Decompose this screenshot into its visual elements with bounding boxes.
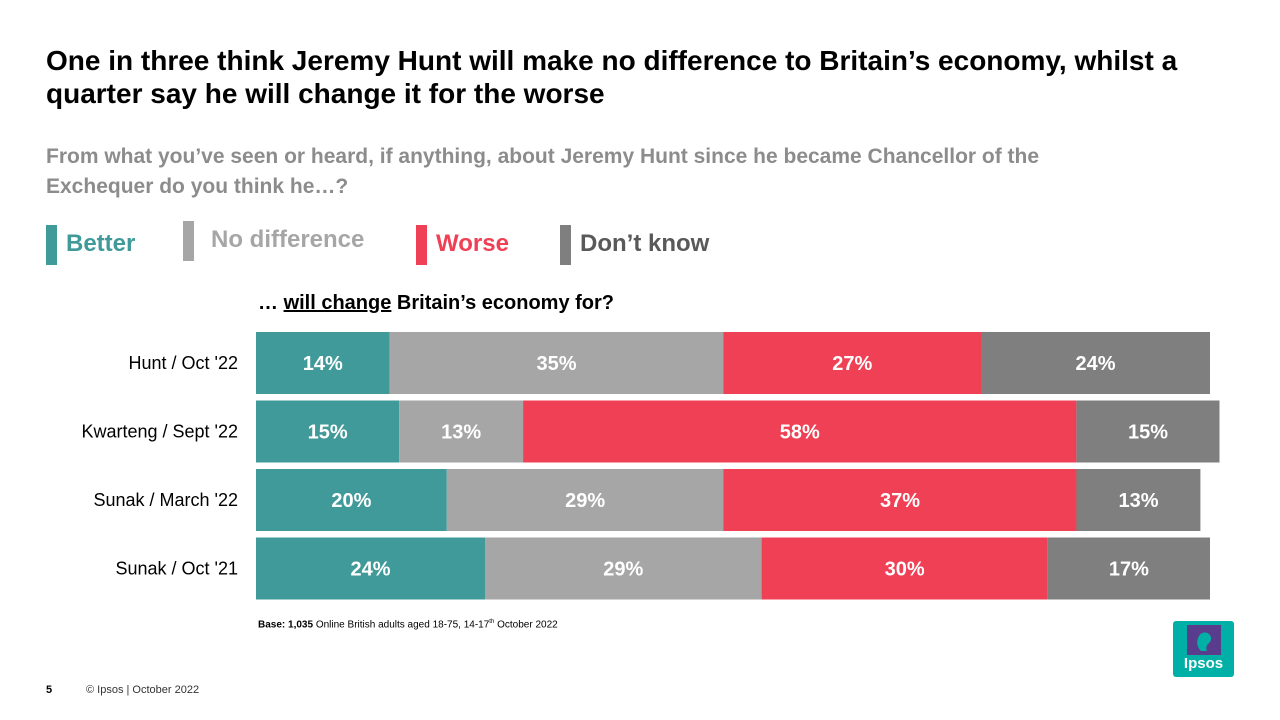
bar-no-difference-sunak-oct-21 <box>485 537 762 600</box>
page-number: 5 <box>46 684 53 696</box>
bar-don-t-know-sunak-march-22 <box>1076 469 1201 531</box>
category-label-sunak-oct-21: Sunak / Oct '21 <box>115 559 238 579</box>
base-note: Base: 1,035 Online British adults aged 1… <box>258 619 558 630</box>
data-label-worse-sunak-oct-21: 30% <box>885 559 925 581</box>
bar-don-t-know-hunt-oct-22 <box>981 332 1210 394</box>
ipsos-logo: Ipsos <box>1173 621 1234 677</box>
base-superscript: th <box>489 619 495 625</box>
legend-label-no-difference: No difference <box>211 226 365 253</box>
ipsos-logo-icon <box>1187 625 1221 655</box>
slide-title: One in three think Jeremy Hunt will make… <box>46 45 1178 109</box>
category-label-kwarteng-sept-22: Kwarteng / Sept '22 <box>81 422 238 442</box>
bar-better-sunak-march-22 <box>256 469 447 531</box>
data-label-no-difference-sunak-march-22: 29% <box>565 490 605 512</box>
legend-swatch-worse <box>416 225 427 265</box>
legend-swatch-no-difference <box>183 221 194 261</box>
bar-don-t-know-kwarteng-sept-22 <box>1076 400 1220 463</box>
legend-label-worse: Worse <box>436 230 509 257</box>
data-label-better-hunt-oct-22: 14% <box>303 353 343 375</box>
question-suffix: Britain’s economy for? <box>391 292 615 314</box>
bar-no-difference-hunt-oct-22 <box>389 332 724 394</box>
question-prefix: … <box>258 292 284 314</box>
data-label-better-kwarteng-sept-22: 15% <box>308 422 348 444</box>
legend-label-better: Better <box>66 230 136 257</box>
base-text-before: Online British adults aged 18-75, 14-17 <box>313 619 490 631</box>
bar-worse-hunt-oct-22 <box>723 332 982 394</box>
bar-don-t-know-sunak-oct-21 <box>1047 537 1210 600</box>
survey-question-subtitle: From what you’ve seen or heard, if anyth… <box>46 145 1040 198</box>
data-label-better-sunak-march-22: 20% <box>331 490 371 512</box>
data-label-don-t-know-hunt-oct-22: 24% <box>1075 353 1115 375</box>
data-label-don-t-know-sunak-oct-21: 17% <box>1109 559 1149 581</box>
data-label-worse-kwarteng-sept-22: 58% <box>780 422 820 444</box>
data-label-no-difference-hunt-oct-22: 35% <box>536 353 576 375</box>
base-label: Base: <box>258 619 286 631</box>
ipsos-logo-text: Ipsos <box>1183 655 1224 672</box>
data-label-don-t-know-kwarteng-sept-22: 15% <box>1128 422 1168 444</box>
chart-question-heading: … will change Britain’s economy for? <box>258 292 614 315</box>
bar-worse-kwarteng-sept-22 <box>523 400 1077 463</box>
data-label-worse-hunt-oct-22: 27% <box>832 353 872 375</box>
bar-worse-sunak-oct-21 <box>761 537 1048 600</box>
category-label-hunt-oct-22: Hunt / Oct '22 <box>129 353 239 373</box>
question-underlined: will change <box>283 292 392 314</box>
bar-no-difference-kwarteng-sept-22 <box>399 400 524 463</box>
data-label-no-difference-sunak-oct-21: 29% <box>603 559 643 581</box>
bar-better-sunak-oct-21 <box>256 537 485 600</box>
data-label-don-t-know-sunak-march-22: 13% <box>1118 490 1158 512</box>
bar-better-hunt-oct-22 <box>256 332 390 394</box>
base-text-after: October 2022 <box>494 619 558 631</box>
base-count: 1,035 <box>288 619 314 631</box>
data-label-worse-sunak-march-22: 37% <box>880 490 920 512</box>
bar-no-difference-sunak-march-22 <box>446 469 724 531</box>
legend-swatch-better <box>46 225 57 265</box>
bar-better-kwarteng-sept-22 <box>256 400 400 463</box>
footer-copyright: © Ipsos | October 2022 <box>86 684 200 696</box>
data-label-no-difference-kwarteng-sept-22: 13% <box>441 422 481 444</box>
legend-label-dont-know: Don’t know <box>580 230 710 257</box>
bar-worse-sunak-march-22 <box>723 469 1077 531</box>
category-label-sunak-march-22: Sunak / March '22 <box>93 490 238 510</box>
legend-swatch-dont-know <box>560 225 571 265</box>
data-label-better-sunak-oct-21: 24% <box>350 559 390 581</box>
